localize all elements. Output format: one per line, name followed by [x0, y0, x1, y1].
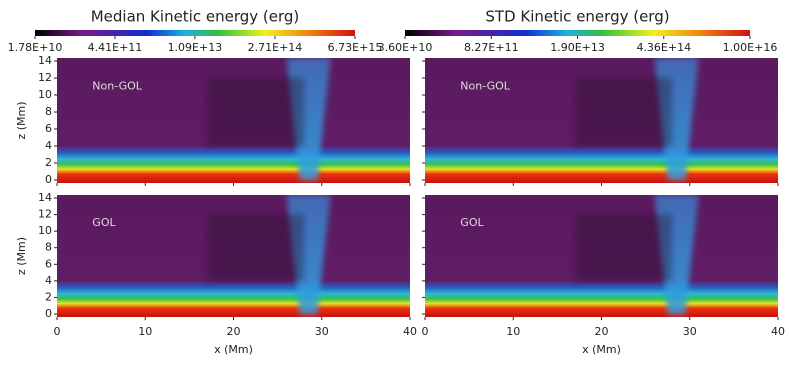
- x-axis-label: x (Mm): [214, 343, 253, 356]
- y-tick-label: 8: [45, 105, 52, 118]
- colorbar-tick-label: 2.71E+14: [248, 41, 303, 54]
- colorbar-tick-label: 1.00E+16: [723, 41, 778, 54]
- x-tick-label: 0: [422, 325, 429, 338]
- x-tick-label: 20: [227, 325, 241, 338]
- colorbar: [405, 30, 750, 36]
- y-tick-label: 12: [38, 71, 52, 84]
- colorbar-tick-label: 1.78E+10: [8, 41, 63, 54]
- x-tick-label: 30: [683, 325, 697, 338]
- panel-label: GOL: [92, 216, 116, 229]
- panel-label: Non-GOL: [460, 80, 510, 93]
- colorbar-tick-label: 3.60E+10: [378, 41, 433, 54]
- y-tick-label: 6: [45, 122, 52, 135]
- y-tick-label: 14: [38, 54, 52, 67]
- x-tick-label: 40: [771, 325, 785, 338]
- panel-label: Non-GOL: [92, 80, 142, 93]
- y-tick-label: 0: [45, 307, 52, 320]
- colorbar-title: STD Kinetic energy (erg): [485, 8, 669, 26]
- x-tick-label: 40: [403, 325, 417, 338]
- y-tick-label: 12: [38, 208, 52, 221]
- heatmap: [425, 58, 778, 183]
- y-axis-label: z (Mm): [15, 237, 28, 275]
- heatmap: [57, 58, 410, 183]
- colorbar-title: Median Kinetic energy (erg): [91, 8, 300, 26]
- colorbar-tick-label: 1.90E+13: [550, 41, 605, 54]
- y-tick-label: 10: [38, 88, 52, 101]
- heatmap: [57, 195, 410, 317]
- x-tick-label: 0: [54, 325, 61, 338]
- heatmap-dark: [207, 78, 305, 146]
- colorbar-tick-label: 4.36E+14: [636, 41, 691, 54]
- y-tick-label: 14: [38, 191, 52, 204]
- colorbar: [35, 30, 355, 36]
- x-tick-label: 30: [315, 325, 329, 338]
- heatmap: [425, 195, 778, 317]
- heatmap-dark: [207, 214, 305, 281]
- y-tick-label: 6: [45, 257, 52, 270]
- heatmap-dark: [575, 78, 673, 146]
- y-tick-label: 4: [45, 139, 52, 152]
- heatmap-dark: [575, 214, 673, 281]
- y-tick-label: 2: [45, 290, 52, 303]
- x-tick-label: 10: [506, 325, 520, 338]
- x-tick-label: 10: [138, 325, 152, 338]
- y-tick-label: 2: [45, 156, 52, 169]
- x-tick-label: 20: [595, 325, 609, 338]
- y-tick-label: 4: [45, 274, 52, 287]
- colorbar-tick-label: 1.09E+13: [168, 41, 223, 54]
- colorbar-tick-label: 4.41E+11: [88, 41, 143, 54]
- y-tick-label: 0: [45, 173, 52, 186]
- panel-label: GOL: [460, 216, 484, 229]
- colorbar-tick-label: 8.27E+11: [464, 41, 519, 54]
- colorbar-tick-label: 6.73E+15: [328, 41, 383, 54]
- y-tick-label: 8: [45, 241, 52, 254]
- y-axis-label: z (Mm): [15, 101, 28, 139]
- x-axis-label: x (Mm): [582, 343, 621, 356]
- y-tick-label: 10: [38, 224, 52, 237]
